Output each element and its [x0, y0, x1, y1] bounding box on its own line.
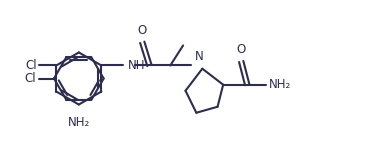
Text: Cl: Cl — [24, 72, 36, 85]
Text: Cl: Cl — [26, 59, 37, 72]
Text: NH₂: NH₂ — [269, 78, 291, 91]
Text: O: O — [236, 43, 246, 56]
Text: NH₂: NH₂ — [68, 116, 90, 129]
Text: N: N — [195, 50, 204, 63]
Text: O: O — [138, 24, 147, 37]
Text: NH: NH — [128, 59, 145, 72]
